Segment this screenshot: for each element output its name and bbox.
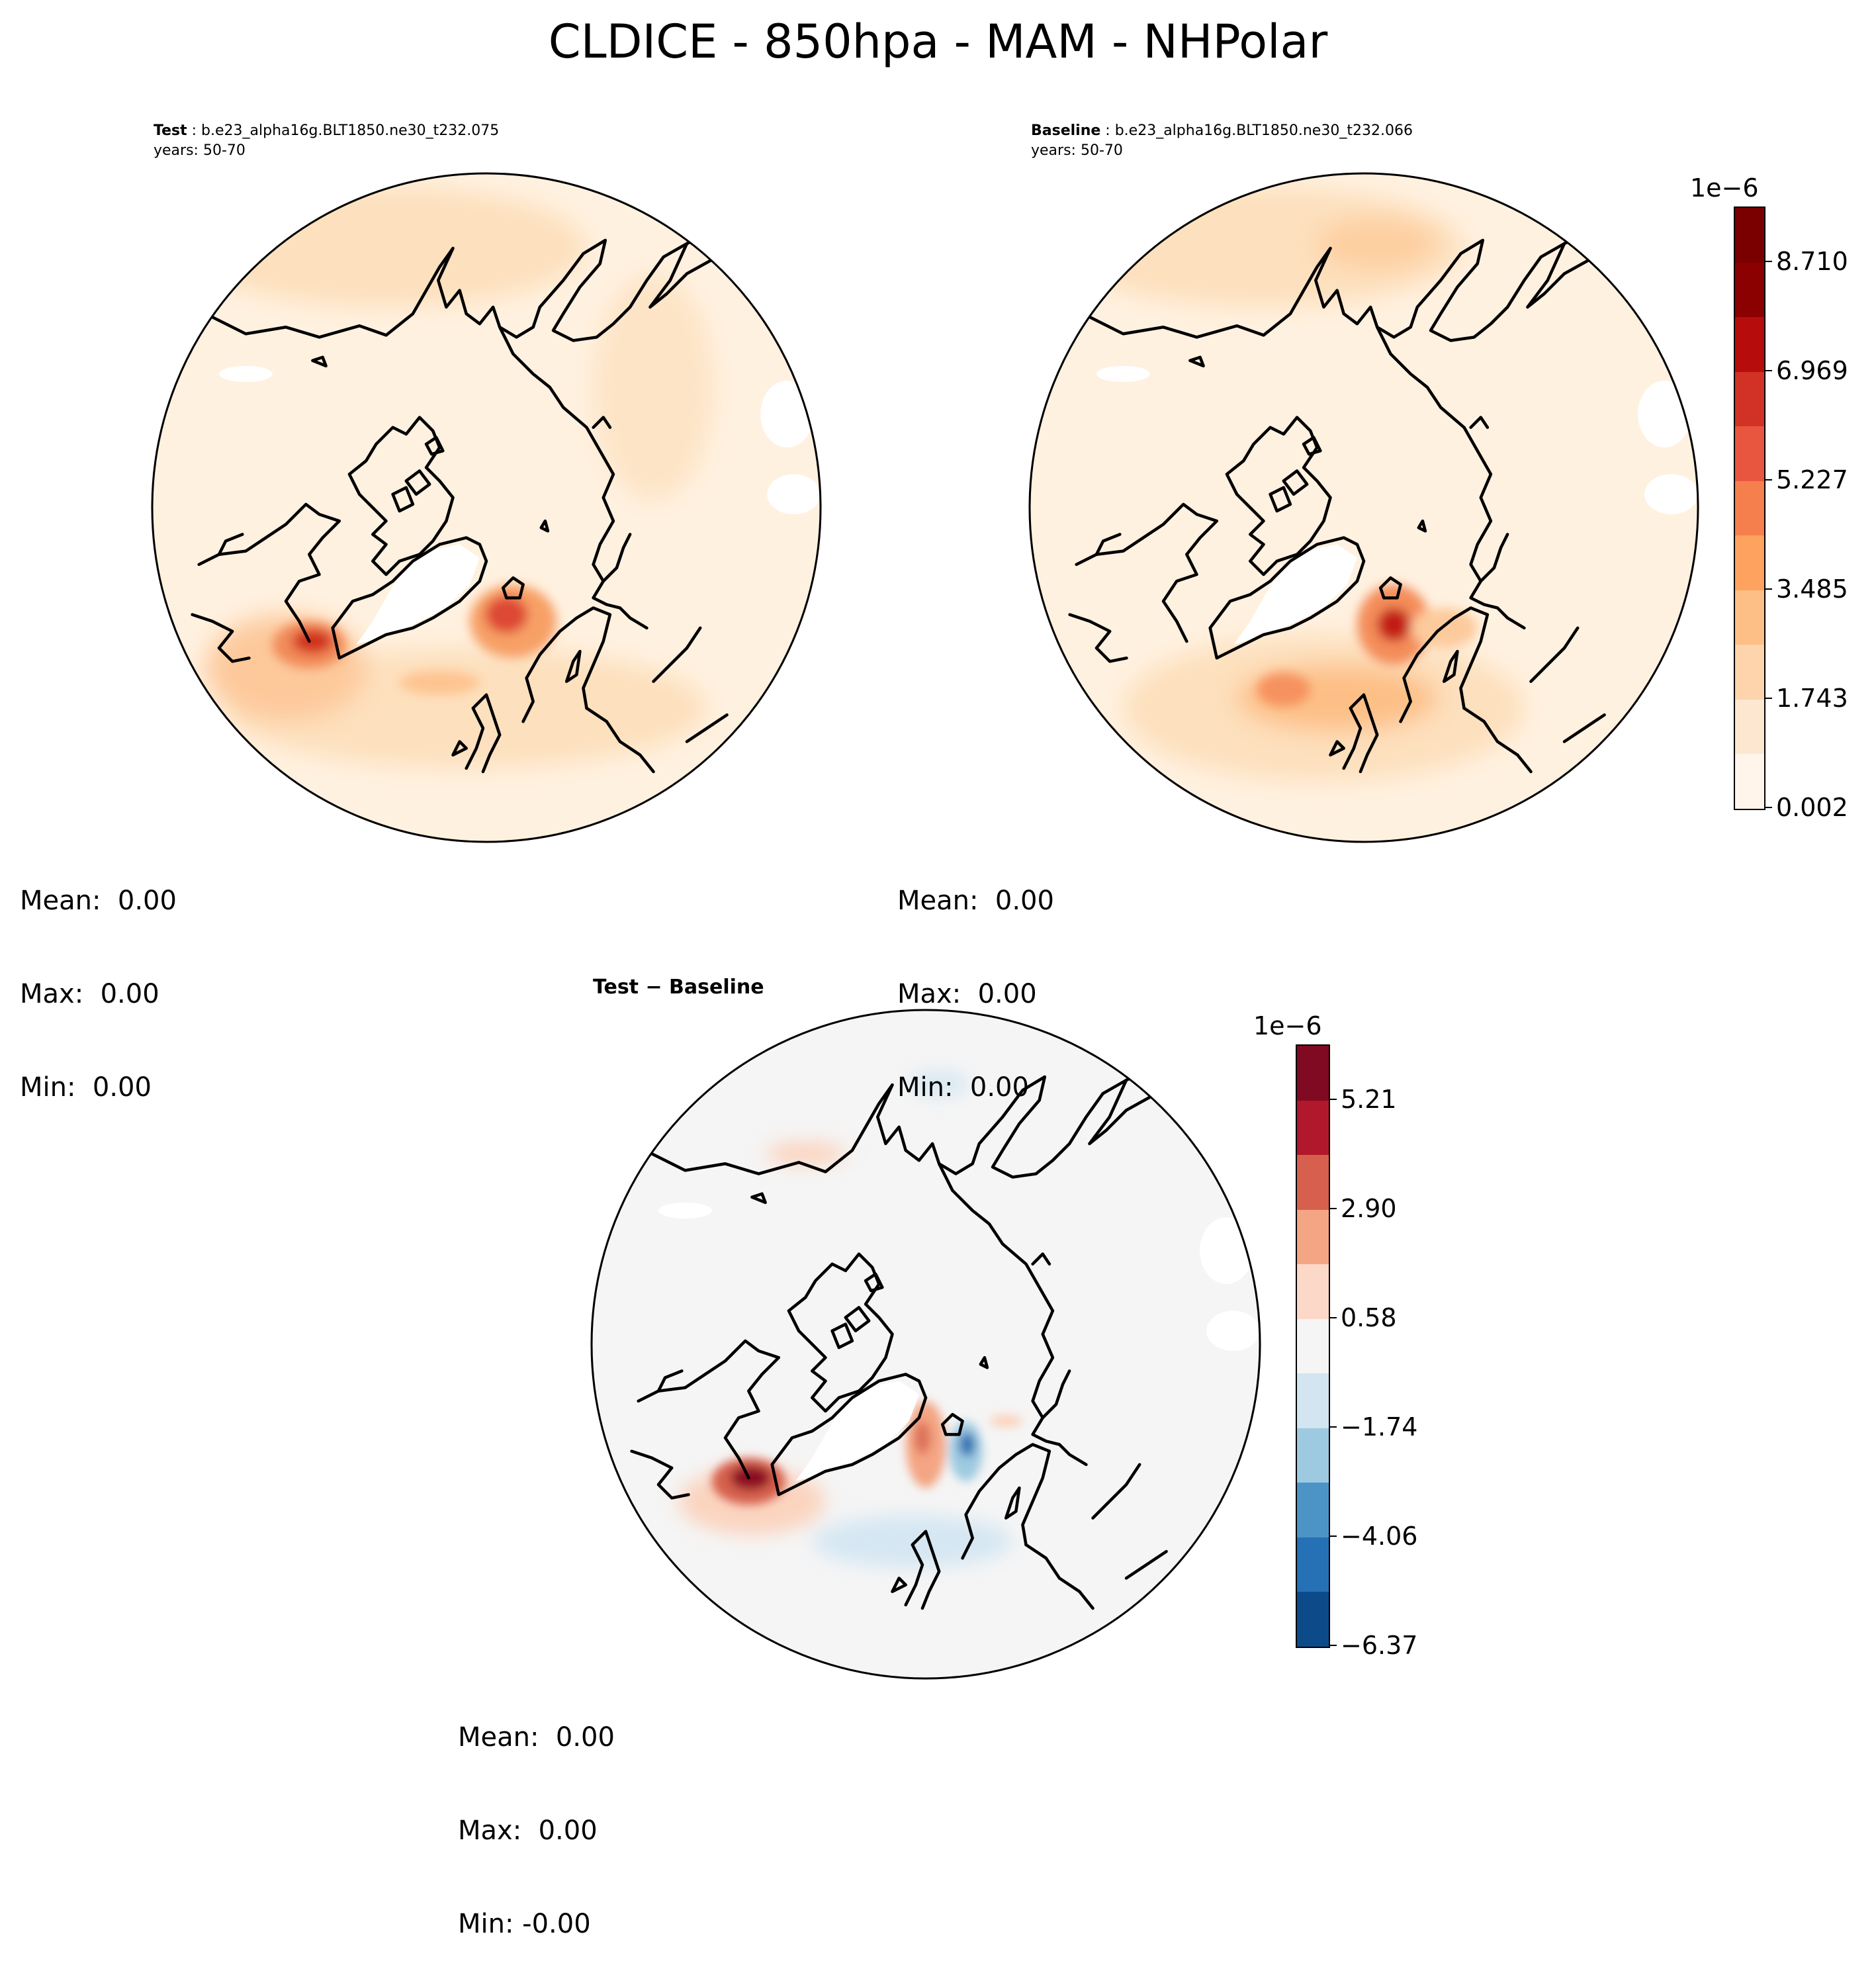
difference-max: Max: 0.00 [458,1815,598,1846]
difference-colorbar-tick-mark [1330,1207,1337,1209]
difference-colorbar-tick-label: 5.21 [1341,1084,1397,1114]
baseline-field [1030,173,1698,842]
absolute-colorbar [1734,206,1765,810]
difference-field [592,1010,1260,1678]
baseline-caption: Baseline : b.e23_alpha16g.BLT1850.ne30_t… [1031,122,1413,140]
test-label: Test [154,122,187,139]
absolute-colorbar-bin [1735,481,1764,536]
absolute-colorbar-bin [1735,644,1764,700]
difference-colorbar-bin [1297,1591,1329,1647]
absolute-colorbar-tick-mark [1765,369,1772,371]
absolute-colorbar-bin [1735,535,1764,590]
baseline-years: years: 50-70 [1031,142,1123,159]
baseline-min: Min: 0.00 [897,1072,1029,1103]
difference-colorbar-tick-label: 2.90 [1341,1193,1397,1223]
absolute-colorbar-bin [1735,426,1764,481]
difference-min: Min: -0.00 [458,1909,591,1939]
absolute-colorbar-tick-label: 6.969 [1776,355,1848,385]
difference-colorbar-tick-label: −1.74 [1341,1412,1418,1442]
test-map [151,172,822,843]
difference-colorbar-exponent: 1e−6 [1253,1011,1322,1040]
absolute-colorbar-tick-mark [1765,807,1772,808]
test-years: years: 50-70 [154,142,246,159]
absolute-colorbar-tick-label: 1.743 [1776,683,1848,713]
difference-colorbar-tick-mark [1330,1098,1337,1100]
baseline-case-name: b.e23_alpha16g.BLT1850.ne30_t232.066 [1114,122,1413,139]
difference-colorbar-ticks: −6.37 −4.06 −1.74 0.58 2.90 5.21 [1330,1044,1436,1660]
difference-map [590,1009,1261,1680]
difference-colorbar [1296,1044,1330,1648]
test-stats: Mean: 0.00 Max: 0.00 Min: 0.00 [20,823,177,1134]
difference-colorbar-tick-mark [1330,1535,1337,1537]
test-case-name: b.e23_alpha16g.BLT1850.ne30_t232.075 [201,122,500,139]
difference-colorbar-bin [1297,1263,1329,1319]
caption-colon: : [1100,122,1115,139]
difference-colorbar-tick-mark [1330,1316,1337,1318]
absolute-colorbar-tick-label: 5.227 [1776,465,1848,494]
difference-colorbar-bin [1297,1318,1329,1374]
difference-colorbar-bin [1297,1373,1329,1428]
absolute-colorbar-exponent: 1e−6 [1690,173,1759,203]
caption-colon: : [187,122,202,139]
difference-colorbar-bin [1297,1428,1329,1483]
baseline-label: Baseline [1031,122,1101,139]
difference-colorbar-tick-label: −6.37 [1341,1631,1418,1660]
difference-colorbar-bin [1297,1209,1329,1265]
difference-colorbar-tick-label: −4.06 [1341,1521,1418,1551]
test-mean: Mean: 0.00 [20,886,177,916]
difference-colorbar-bin [1297,1100,1329,1156]
difference-colorbar-tick-mark [1330,1426,1337,1428]
figure-title: CLDICE - 850hpa - MAM - NHPolar [548,15,1328,69]
absolute-colorbar-ticks: 0.002 1.743 3.485 5.227 6.969 8.710 [1765,206,1858,822]
difference-colorbar-bin [1297,1045,1329,1101]
difference-colorbar-bin [1297,1154,1329,1210]
absolute-colorbar-bin [1735,207,1764,263]
difference-colorbar-bin [1297,1482,1329,1537]
absolute-colorbar-bin [1735,262,1764,318]
baseline-map [1028,172,1699,843]
absolute-colorbar-tick-mark [1765,697,1772,699]
absolute-colorbar-tick-label: 0.002 [1776,793,1848,822]
test-max: Max: 0.00 [20,979,159,1009]
baseline-mean: Mean: 0.00 [897,886,1054,916]
absolute-colorbar-bin [1735,753,1764,809]
absolute-colorbar-tick-label: 3.485 [1776,574,1848,604]
difference-colorbar-tick-mark [1330,1645,1337,1646]
absolute-colorbar-tick-mark [1765,479,1772,481]
baseline-max: Max: 0.00 [897,979,1037,1009]
absolute-colorbar-tick-mark [1765,260,1772,262]
test-field [152,173,821,842]
absolute-colorbar-bin [1735,371,1764,427]
absolute-colorbar-bin [1735,699,1764,755]
difference-colorbar-bin [1297,1537,1329,1592]
difference-colorbar-tick-label: 0.58 [1341,1303,1397,1332]
test-min: Min: 0.00 [20,1072,152,1103]
test-caption: Test : b.e23_alpha16g.BLT1850.ne30_t232.… [154,122,499,140]
baseline-stats: Mean: 0.00 Max: 0.00 Min: 0.00 [897,823,1054,1134]
absolute-colorbar-bin [1735,316,1764,372]
difference-title: Test − Baseline [593,976,764,999]
absolute-colorbar-tick-label: 8.710 [1776,246,1848,276]
difference-stats: Mean: 0.00 Max: 0.00 Min: -0.00 [458,1660,615,1971]
absolute-colorbar-bin [1735,590,1764,645]
difference-mean: Mean: 0.00 [458,1722,615,1753]
absolute-colorbar-tick-mark [1765,588,1772,590]
